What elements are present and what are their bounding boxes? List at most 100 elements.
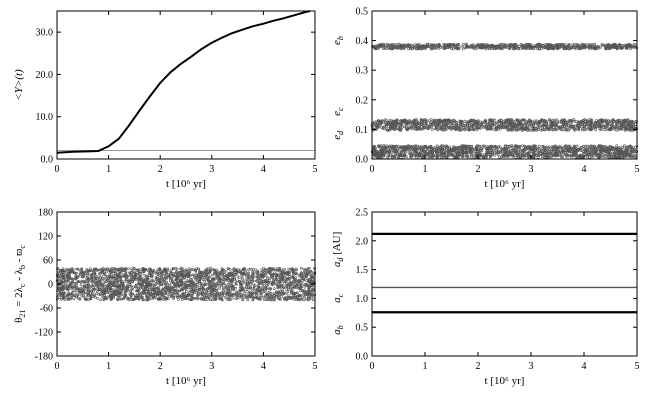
scatter-point: [518, 122, 522, 126]
scatter-point: [604, 47, 608, 51]
scatter-point: [402, 43, 406, 47]
scatter-point: [545, 125, 548, 128]
scatter-point: [503, 123, 507, 127]
scatter-point: [530, 124, 534, 127]
scatter-point: [420, 125, 424, 129]
scatter-point: [561, 44, 565, 48]
scatter-point: [542, 123, 546, 127]
x-tick-label: 1: [423, 164, 428, 175]
scatter-point: [442, 42, 446, 46]
scatter-point: [601, 118, 605, 122]
scatter-point: [445, 125, 449, 129]
scatter-point: [567, 120, 571, 123]
scatter-point: [502, 42, 506, 46]
scatter-point: [608, 43, 612, 47]
band-theta-21: [55, 266, 317, 302]
scatter-point: [589, 125, 593, 129]
scatter-point: [559, 43, 562, 47]
scatter-point: [295, 291, 299, 295]
scatter-point: [471, 119, 475, 123]
scatter-point: [379, 122, 383, 126]
y-tick-label: 0.1: [356, 125, 369, 136]
scatter-point: [450, 126, 454, 130]
scatter-point: [414, 127, 418, 131]
scatter-point: [493, 153, 497, 157]
scatter-point: [402, 119, 406, 123]
scatter-point: [260, 268, 264, 271]
scatter-point: [441, 123, 445, 127]
scatter-point: [410, 47, 414, 50]
scatter-point: [540, 47, 543, 51]
scatter-point: [431, 123, 435, 127]
scatter-point: [185, 279, 189, 282]
x-tick-label: 2: [158, 164, 163, 175]
scatter-point: [393, 125, 397, 129]
scatter-point: [421, 120, 425, 124]
scatter-point: [434, 125, 438, 129]
scatter-point: [391, 123, 395, 127]
scatter-point: [611, 43, 615, 47]
scatter-point: [287, 288, 290, 291]
scatter-point: [390, 119, 394, 123]
scatter-point: [226, 282, 230, 286]
scatter-point: [372, 44, 376, 48]
x-tick-label: 4: [261, 164, 266, 175]
scatter-point: [489, 127, 492, 131]
scatter-point: [551, 47, 555, 50]
scatter-point: [460, 125, 464, 128]
scatter-point: [545, 126, 549, 130]
scatter-point: [506, 121, 510, 124]
y-tick-label: 0.2: [356, 95, 369, 106]
scatter-point: [241, 275, 244, 279]
scatter-point: [516, 118, 520, 122]
scatter-point: [385, 47, 389, 51]
scatter-point: [484, 46, 488, 50]
scatter-point: [543, 119, 547, 122]
scatter-point: [561, 125, 564, 129]
scatter-point: [535, 152, 539, 156]
scatter-point: [132, 285, 135, 289]
scatter-point: [383, 127, 387, 131]
scatter-point: [456, 47, 460, 51]
scatter-point: [482, 120, 486, 124]
scatter-point: [570, 120, 574, 124]
scatter-point: [584, 127, 588, 131]
scatter-point: [580, 122, 584, 126]
scatter-point: [399, 128, 403, 132]
scatter-point: [609, 120, 613, 124]
scatter-point: [384, 118, 388, 122]
scatter-point: [494, 45, 498, 49]
scatter-point: [457, 45, 461, 48]
scatter-point: [470, 124, 474, 128]
scatter-point: [209, 266, 213, 270]
scatter-point: [477, 44, 481, 48]
scatter-point: [597, 120, 601, 124]
scatter-point: [447, 124, 450, 128]
scatter-point: [450, 46, 453, 50]
scatter-point: [623, 122, 627, 125]
scatter-point: [519, 43, 523, 47]
scatter-point: [398, 121, 402, 125]
scatter-point: [472, 155, 476, 159]
scatter-point: [510, 121, 514, 125]
scatter-point: [470, 155, 474, 159]
scatter-point: [619, 46, 623, 49]
scatter-point: [127, 267, 130, 271]
scatter-point: [405, 128, 409, 132]
scatter-point: [545, 122, 549, 126]
scatter-point: [224, 284, 228, 287]
scatter-point: [508, 123, 512, 127]
scatter-point: [266, 283, 270, 286]
scatter-point: [380, 120, 384, 123]
scatter-point: [454, 127, 458, 131]
scatter-point: [499, 47, 503, 51]
scatter-point: [416, 121, 420, 125]
y-tick-label: 20.0: [36, 70, 54, 81]
scatter-point: [634, 122, 638, 126]
scatter-point: [180, 269, 183, 273]
scatter-point: [460, 128, 464, 131]
scatter-point: [500, 125, 504, 129]
scatter-point: [554, 123, 558, 127]
scatter-point: [390, 154, 394, 158]
scatter-point: [513, 121, 517, 125]
